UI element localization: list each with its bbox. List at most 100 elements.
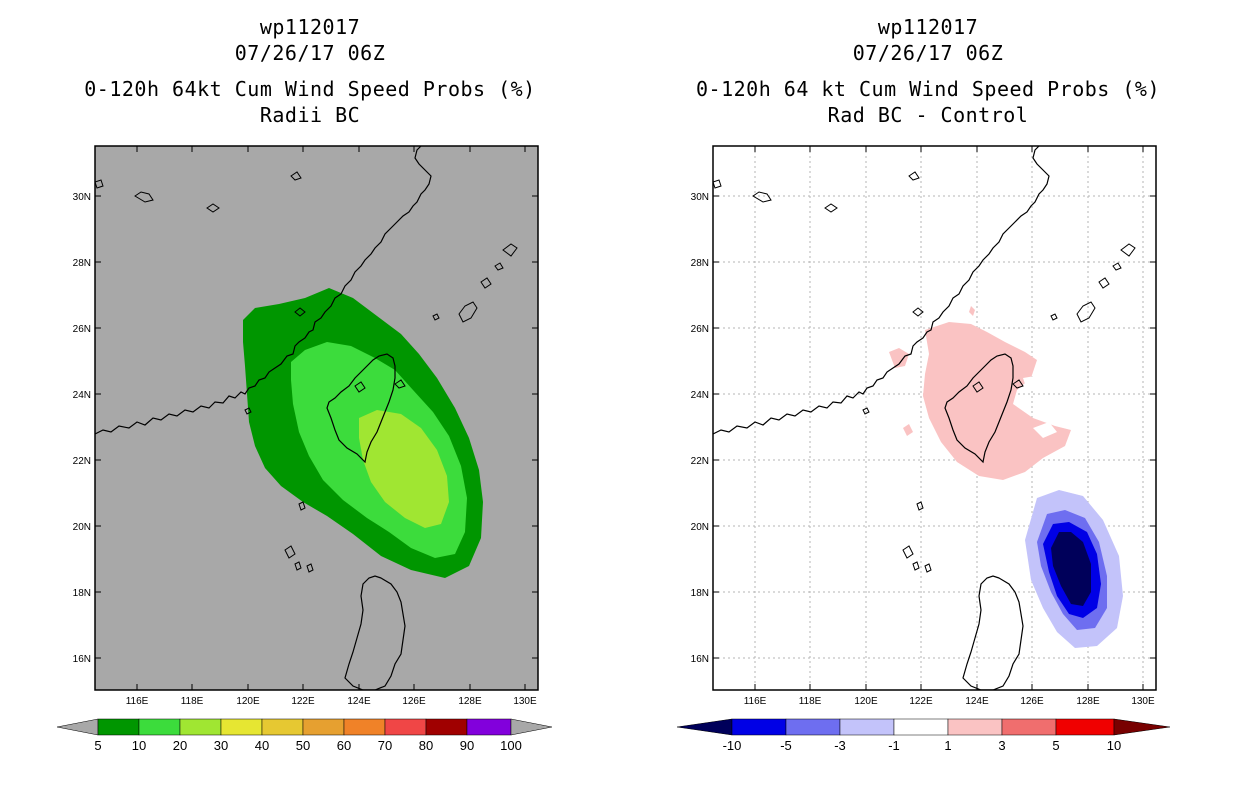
left-lon-124e: 124E [347, 696, 371, 707]
difference-gap [1023, 376, 1039, 390]
right-colorbar-label: -5 [780, 738, 792, 753]
right-lon-124e: 124E [965, 696, 989, 707]
right-lat-20n: 20N [691, 522, 709, 533]
left-colorbar-label: 50 [296, 738, 310, 753]
left-lat-16n: 16N [73, 654, 91, 665]
left-lat-20n: 20N [73, 522, 91, 533]
right-colorbar-swatch [1001, 718, 1057, 736]
right-colorbar-swatch [731, 718, 787, 736]
left-colorbar-swatch [179, 718, 222, 736]
right-lat-30n: 30N [691, 192, 709, 203]
left-subtitle: Radii BC [259, 103, 361, 127]
right-product-name: 0-120h 64 kt Cum Wind Speed Probs (%) [695, 77, 1161, 101]
right-colorbar-swatch [839, 718, 895, 736]
right-colorbar-label: 5 [1052, 738, 1059, 753]
left-colorbar-high-arrow [510, 718, 553, 736]
right-colorbar-swatch [947, 718, 1003, 736]
right-lon-130e: 130E [1131, 696, 1155, 707]
left-colorbar-swatch [138, 718, 181, 736]
negative-difference-core [1051, 532, 1091, 606]
left-colorbar-label: 30 [214, 738, 228, 753]
positive-difference-spot [903, 424, 913, 436]
left-storm-id: wp112017 [259, 15, 361, 39]
right-map-panel: 30N 28N 26N 24N 22N 20N 18N 16N 116E 118… [676, 145, 1171, 753]
left-product-name: 0-120h 64kt Cum Wind Speed Probs (%) [84, 77, 536, 101]
left-lon-126e: 126E [402, 696, 426, 707]
left-lon-118e: 118E [181, 696, 204, 707]
positive-difference-spot [889, 348, 909, 368]
left-colorbar-label: 20 [173, 738, 187, 753]
left-lat-labels: 30N 28N 26N 24N 22N 20N 18N 16N [73, 192, 91, 665]
left-colorbar-label: 80 [419, 738, 433, 753]
right-colorbar: -10 -5 -3 -1 1 3 5 10 [676, 718, 1171, 753]
left-lat-24n: 24N [73, 390, 91, 401]
right-colorbar-label: -3 [834, 738, 846, 753]
left-lon-128e: 128E [458, 696, 482, 707]
left-colorbar-swatch [425, 718, 468, 736]
right-colorbar-label: -10 [723, 738, 742, 753]
right-lat-28n: 28N [691, 258, 709, 269]
left-lon-130e: 130E [513, 696, 537, 707]
right-colorbar-swatch [1055, 718, 1115, 736]
left-lon-116e: 116E [126, 696, 149, 707]
right-colorbar-label: 3 [998, 738, 1005, 753]
right-colorbar-label: 10 [1107, 738, 1121, 753]
left-map-frame [94, 145, 539, 691]
left-colorbar-swatch [343, 718, 386, 736]
right-colorbar-label: 1 [944, 738, 951, 753]
left-colorbar-swatch [97, 718, 140, 736]
right-colorbar-low-arrow [676, 718, 733, 736]
left-colorbar-label: 100 [500, 738, 522, 753]
left-lon-122e: 122E [291, 696, 315, 707]
left-lon-labels: 116E 118E 120E 122E 124E 126E 128E 130E [126, 696, 537, 707]
right-colorbar-high-arrow [1113, 718, 1171, 736]
right-colorbar-label: -1 [888, 738, 900, 753]
right-subtitle: Rad BC - Control [827, 103, 1029, 127]
right-lon-116e: 116E [744, 696, 767, 707]
left-lat-22n: 22N [73, 456, 91, 467]
left-colorbar-swatch [302, 718, 345, 736]
left-lat-18n: 18N [73, 588, 91, 599]
right-lon-122e: 122E [909, 696, 933, 707]
right-map-frame [712, 145, 1157, 691]
left-colorbar-label: 10 [132, 738, 146, 753]
right-lon-120e: 120E [854, 696, 878, 707]
right-lat-labels: 30N 28N 26N 24N 22N 20N 18N 16N [691, 192, 709, 665]
right-storm-id: wp112017 [877, 15, 979, 39]
left-colorbar-swatch [384, 718, 427, 736]
right-colorbar-swatch [785, 718, 841, 736]
positive-difference-spot [969, 306, 975, 316]
left-colorbar-label: 40 [255, 738, 269, 753]
right-lat-24n: 24N [691, 390, 709, 401]
left-colorbar-label: 90 [460, 738, 474, 753]
left-colorbar: 5 10 20 30 40 50 60 70 80 90 100 [56, 718, 553, 753]
left-lat-28n: 28N [73, 258, 91, 269]
left-colorbar-swatch [261, 718, 304, 736]
right-lon-labels: 116E 118E 120E 122E 124E 126E 128E 130E [744, 696, 1155, 707]
right-panel-title: wp112017 07/26/17 06Z 0-120h 64 kt Cum W… [628, 14, 1228, 128]
left-lat-30n: 30N [73, 192, 91, 203]
right-lon-126e: 126E [1020, 696, 1044, 707]
contour-20-percent [359, 410, 449, 528]
right-lat-26n: 26N [691, 324, 709, 335]
left-colorbar-label: 5 [94, 738, 101, 753]
right-colorbar-swatch [893, 718, 949, 736]
right-lat-18n: 18N [691, 588, 709, 599]
left-lon-120e: 120E [236, 696, 260, 707]
right-lat-16n: 16N [691, 654, 709, 665]
difference-gap [1033, 422, 1057, 438]
left-colorbar-label: 70 [378, 738, 392, 753]
left-colorbar-label: 60 [337, 738, 351, 753]
right-lon-118e: 118E [799, 696, 822, 707]
left-lat-26n: 26N [73, 324, 91, 335]
left-panel-title: wp112017 07/26/17 06Z 0-120h 64kt Cum Wi… [10, 14, 610, 128]
positive-difference-area [923, 322, 1071, 480]
left-colorbar-low-arrow [56, 718, 99, 736]
left-map-panel: 30N 28N 26N 24N 22N 20N 18N 16N 116E 118… [56, 145, 553, 753]
left-date-time: 07/26/17 06Z [234, 41, 386, 65]
left-colorbar-swatch [220, 718, 263, 736]
right-lon-128e: 128E [1076, 696, 1100, 707]
left-colorbar-swatch [466, 718, 512, 736]
right-date-time: 07/26/17 06Z [852, 41, 1004, 65]
